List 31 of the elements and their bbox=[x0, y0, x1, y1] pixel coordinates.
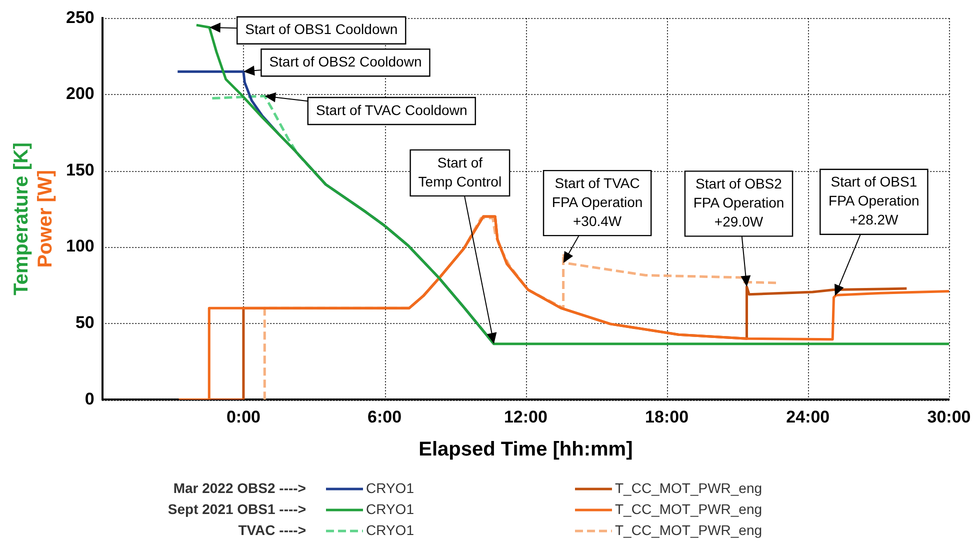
y-tick-label: 250 bbox=[66, 8, 94, 27]
annotation: Start of OBS1 Cooldown bbox=[245, 21, 398, 38]
annotation: Start of TVAC Cooldown bbox=[316, 102, 468, 118]
x-axis-title: Elapsed Time [hh:mm] bbox=[418, 438, 633, 461]
x-tick-label: 6:00 bbox=[368, 407, 402, 426]
y-tick-label: 200 bbox=[66, 84, 94, 104]
annotation: Start of TVAC FPA Operation +30.4W bbox=[552, 174, 643, 229]
x-tick-label: 18:00 bbox=[645, 407, 689, 426]
legend-label: CRYO1 bbox=[366, 480, 414, 496]
legend-label: T_CC_MOT_PWR_eng bbox=[615, 522, 762, 538]
legend-label: T_CC_MOT_PWR_eng bbox=[615, 501, 762, 517]
x-tick-label: 30:00 bbox=[927, 407, 971, 426]
y-tick-label: 0 bbox=[84, 389, 94, 408]
text: TVAC ----> bbox=[237, 522, 306, 538]
text: Mar 2022 OBS2 ----> bbox=[172, 480, 306, 496]
y-tick-label: 150 bbox=[66, 160, 94, 180]
annotation: Start of OBS1 FPA Operation +28.2W bbox=[828, 174, 920, 228]
y-tick-label: 50 bbox=[75, 313, 94, 332]
y-tick-label: 100 bbox=[66, 236, 94, 256]
text: Power [W] bbox=[34, 170, 57, 268]
annotation: Start of OBS2 FPA Operation +29.0W bbox=[693, 176, 784, 230]
annotation: Start of OBS2 Cooldown bbox=[269, 53, 422, 70]
x-tick-label: 12:00 bbox=[504, 407, 548, 426]
x-tick-label: 24:00 bbox=[786, 407, 830, 426]
text: Sept 2021 OBS1 ----> bbox=[166, 501, 306, 517]
legend-label: CRYO1 bbox=[366, 501, 414, 517]
x-tick-label: 0:00 bbox=[226, 407, 260, 426]
legend-label: T_CC_MOT_PWR_eng bbox=[615, 480, 762, 496]
annotation: Start of Temp Control bbox=[418, 154, 502, 190]
y-axis-title: Temperature [K] bbox=[10, 142, 33, 296]
legend-label: CRYO1 bbox=[366, 522, 414, 538]
